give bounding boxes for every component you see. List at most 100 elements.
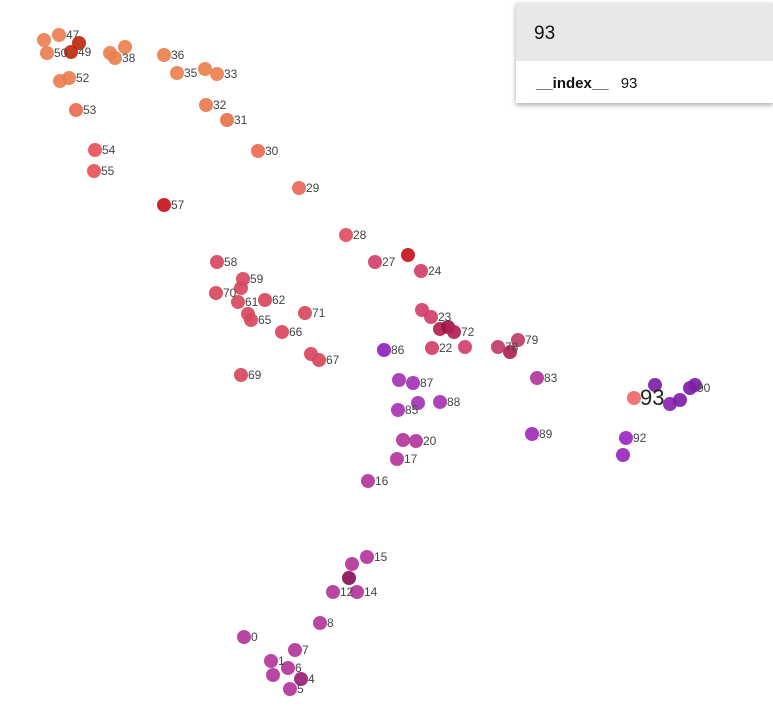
scatter-point-47[interactable] [52,28,66,42]
point-label-20: 20 [423,434,437,448]
point-label-88: 88 [447,395,461,409]
scatter-point-62[interactable] [258,293,272,307]
scatter-point[interactable] [458,340,472,354]
scatter-point-27[interactable] [368,255,382,269]
scatter-point-49[interactable] [64,45,78,59]
scatter-point-79[interactable] [511,333,525,347]
scatter-point[interactable] [72,36,86,50]
scatter-point-83[interactable] [530,371,544,385]
point-label-79: 79 [525,333,539,347]
scatter-point-36[interactable] [157,48,171,62]
point-label-38: 38 [122,51,136,65]
scatter-point[interactable] [198,62,212,76]
scatter-point-57[interactable] [157,198,171,212]
scatter-point-78[interactable] [491,340,505,354]
tooltip-field-row: __index__ 93 [516,61,773,106]
scatter-point-33[interactable] [210,67,224,81]
scatter-point-32[interactable] [199,98,213,112]
scatter-point-17[interactable] [390,452,404,466]
point-label-0: 0 [251,630,258,644]
scatter-point-72[interactable] [447,325,461,339]
scatter-point[interactable] [396,433,410,447]
point-label-30: 30 [265,144,279,158]
scatter-point-69[interactable] [234,368,248,382]
point-label-22: 22 [439,341,453,355]
scatter-point-85[interactable] [391,403,405,417]
scatter-point[interactable] [648,378,662,392]
scatter-point-66[interactable] [275,325,289,339]
scatter-point-53[interactable] [69,103,83,117]
scatter-point-71[interactable] [298,306,312,320]
scatter-point-93[interactable] [627,391,641,405]
scatter-point-61[interactable] [231,295,245,309]
scatter-point-0[interactable] [237,630,251,644]
scatter-point-8[interactable] [313,616,327,630]
scatter-point-6[interactable] [281,661,295,675]
point-label-54: 54 [102,143,116,157]
point-label-83: 83 [544,371,558,385]
scatter-point[interactable] [118,40,132,54]
scatter-point-20[interactable] [409,434,423,448]
scatter-point-70[interactable] [209,286,223,300]
point-label-65: 65 [258,313,272,327]
scatter-point-35[interactable] [170,66,184,80]
scatter-point-59[interactable] [236,272,250,286]
scatter-point-50[interactable] [40,46,54,60]
scatter-point-65[interactable] [244,313,258,327]
point-label-27: 27 [382,255,396,269]
scatter-point[interactable] [411,396,425,410]
point-label-29: 29 [306,181,320,195]
scatter-point-14[interactable] [350,585,364,599]
scatter-point-15[interactable] [360,550,374,564]
scatter-point-67[interactable] [312,353,326,367]
scatter-point-24[interactable] [414,264,428,278]
scatter-point-55[interactable] [87,164,101,178]
scatter-point-86[interactable] [377,343,391,357]
scatter-point-87[interactable] [406,376,420,390]
scatter-point[interactable] [616,448,630,462]
scatter-point-4[interactable] [294,672,308,686]
point-label-53: 53 [83,103,97,117]
point-label-90: 90 [697,381,711,395]
scatter-point-23[interactable] [424,310,438,324]
scatter-point-88[interactable] [433,395,447,409]
point-label-92: 92 [633,431,647,445]
scatter-point[interactable] [266,668,280,682]
point-label-4: 4 [308,672,315,686]
scatter-point-7[interactable] [288,643,302,657]
point-label-78: 78 [505,340,519,354]
point-label-85: 85 [405,403,419,417]
scatter-point[interactable] [37,33,51,47]
scatter-point[interactable] [503,345,517,359]
scatter-point[interactable] [392,373,406,387]
point-label-71: 71 [312,306,326,320]
tooltip-field-name: __index__ [536,75,609,92]
scatter-point-28[interactable] [339,228,353,242]
scatter-point-29[interactable] [292,181,306,195]
scatter-point-12[interactable] [326,585,340,599]
point-label-47: 47 [66,28,80,42]
point-label-67: 67 [326,353,340,367]
scatter-point-16[interactable] [361,474,375,488]
scatter-point[interactable] [673,393,687,407]
scatter-point-1[interactable] [264,654,278,668]
point-label-35: 35 [184,66,198,80]
scatter-point-90[interactable] [683,381,697,395]
scatter-point-92[interactable] [619,431,633,445]
scatter-point-38[interactable] [108,51,122,65]
scatter-point-22[interactable] [425,341,439,355]
scatter-point-52[interactable] [62,71,76,85]
scatter-point[interactable] [401,248,415,262]
scatter-point-54[interactable] [88,143,102,157]
scatter-point[interactable] [342,571,356,585]
point-label-32: 32 [213,98,227,112]
point-label-31: 31 [234,113,248,127]
scatter-point-30[interactable] [251,144,265,158]
scatter-point-5[interactable] [283,682,297,696]
scatter-point-58[interactable] [210,255,224,269]
scatter-point-31[interactable] [220,113,234,127]
point-label-87: 87 [420,376,434,390]
scatter-point[interactable] [345,557,359,571]
scatter-point-89[interactable] [525,427,539,441]
